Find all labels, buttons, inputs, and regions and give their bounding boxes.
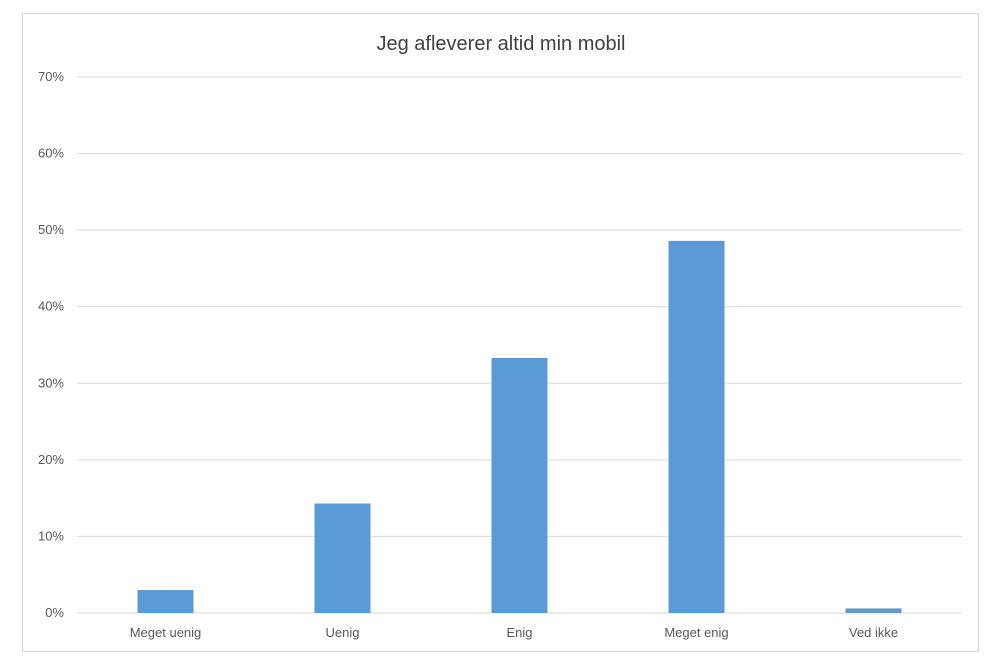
y-tick-label: 10% [38, 528, 64, 543]
x-axis-ticks: Meget uenig Uenig Enig Meget enig Ved ikke [130, 625, 898, 640]
y-tick-label: 30% [38, 375, 64, 390]
bar [314, 503, 371, 613]
gridlines [77, 76, 962, 614]
bar [845, 608, 902, 613]
x-tick-label: Meget enig [664, 625, 728, 640]
bars [137, 240, 902, 613]
y-tick-label: 20% [38, 452, 64, 467]
x-tick-label: Meget uenig [130, 625, 202, 640]
y-axis-ticks: 0% 10% 20% 30% 40% 50% 60% 70% [38, 69, 64, 620]
y-tick-label: 0% [45, 605, 64, 620]
y-tick-label: 60% [38, 146, 64, 161]
x-tick-label: Uenig [326, 625, 360, 640]
chart-title: Jeg afleverer altid min mobil [377, 33, 626, 55]
y-tick-label: 40% [38, 299, 64, 314]
y-tick-label: 70% [38, 69, 64, 84]
x-tick-label: Ved ikke [849, 625, 898, 640]
x-tick-label: Enig [506, 625, 532, 640]
bar [668, 240, 725, 613]
bar [137, 590, 194, 613]
bar [491, 358, 548, 613]
y-tick-label: 50% [38, 222, 64, 237]
